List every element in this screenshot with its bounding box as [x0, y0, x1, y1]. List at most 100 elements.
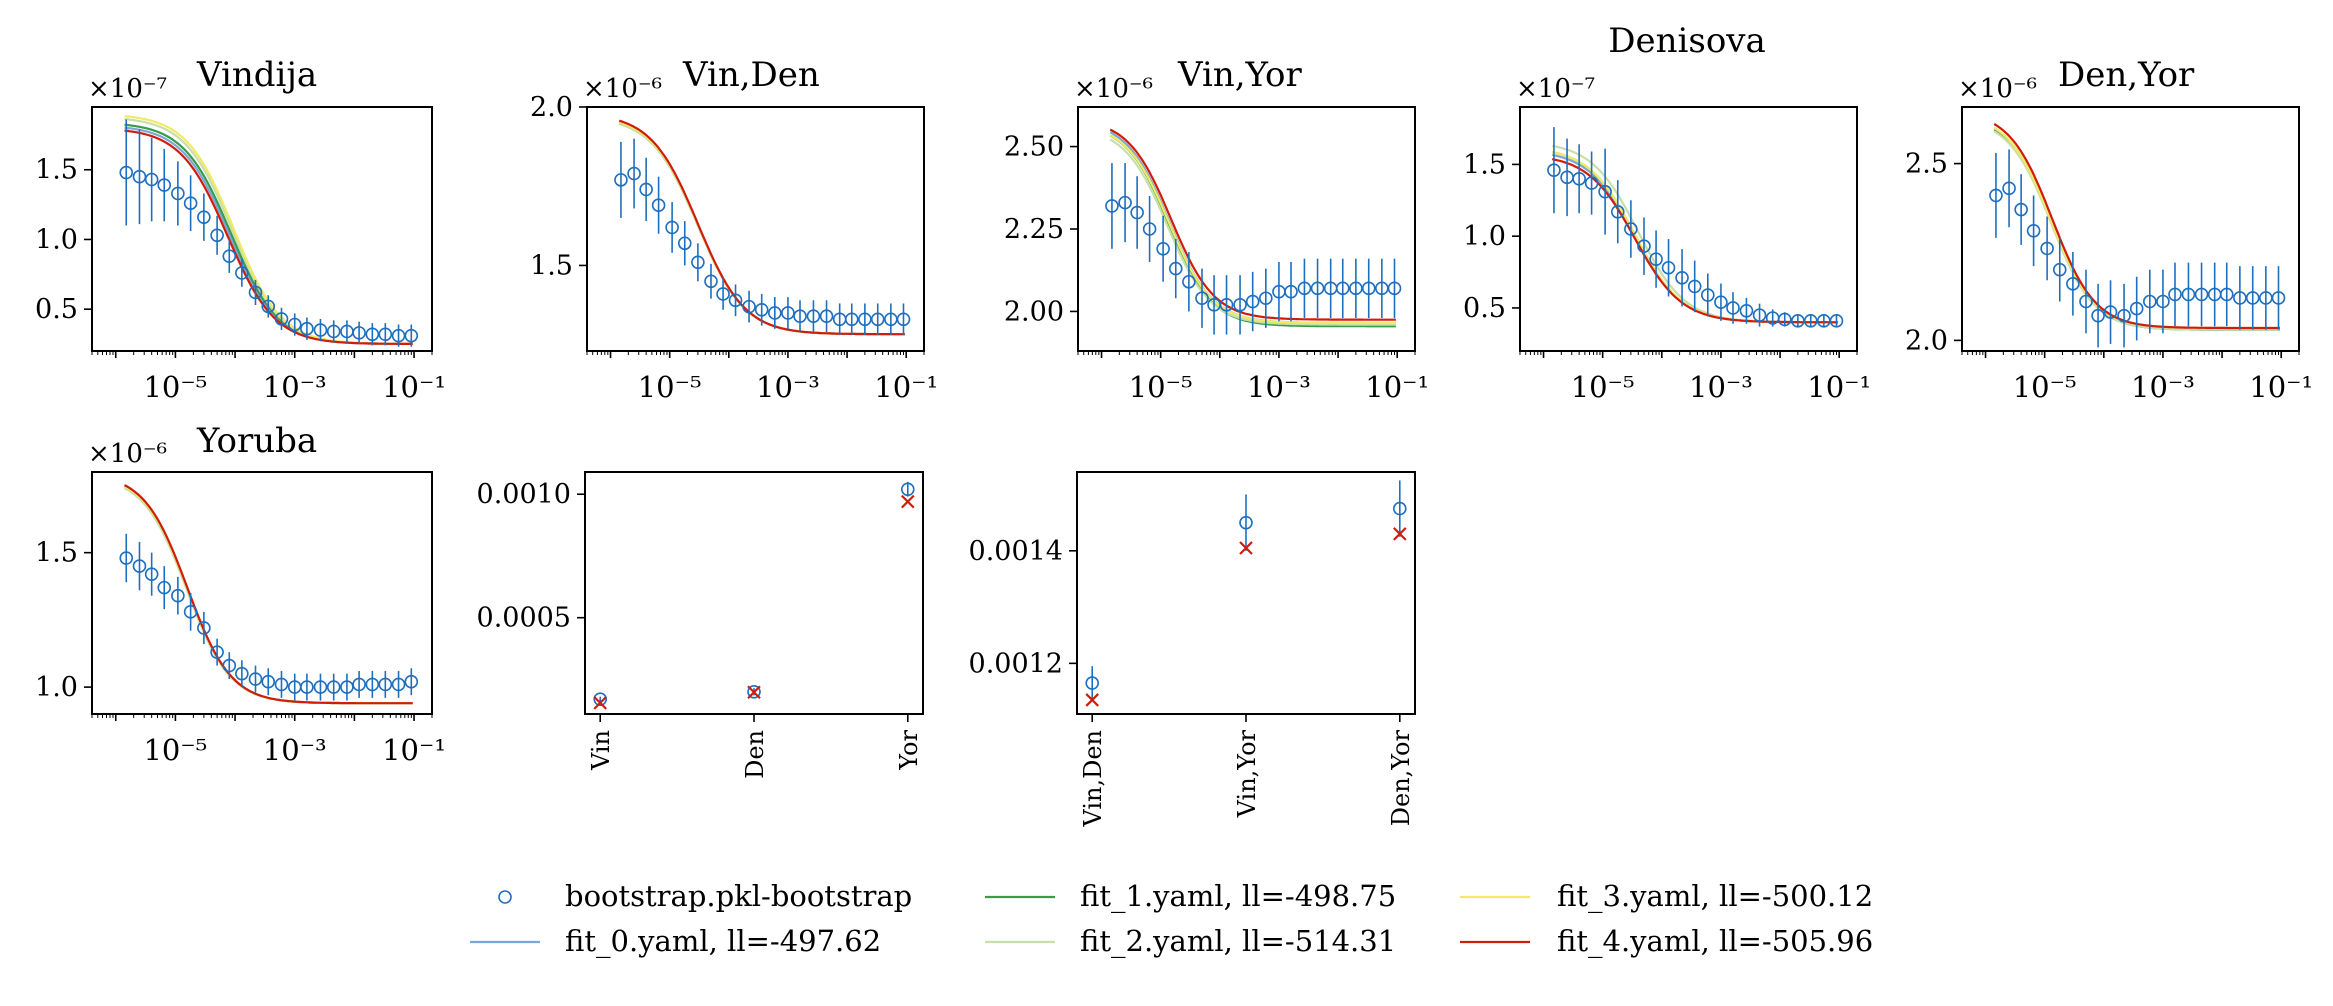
data-point — [2156, 294, 2170, 309]
data-point — [1726, 301, 1740, 315]
data-point — [614, 173, 628, 187]
plot-area — [593, 481, 915, 710]
data-point — [326, 680, 341, 694]
plot-area — [119, 484, 419, 705]
subplot-title: Den,Yor — [2058, 55, 2195, 95]
data-point — [870, 312, 885, 327]
data-point — [1739, 304, 1754, 318]
x-tick-label: 10⁻¹ — [1807, 370, 1871, 404]
data-point — [248, 285, 263, 300]
axes-frame — [586, 106, 925, 352]
data-point — [1195, 291, 1209, 306]
data-point — [1637, 239, 1651, 254]
data-point — [677, 236, 692, 251]
legend-item: fit_3.yaml, ll=-500.12 — [1460, 879, 1873, 914]
data-point — [2002, 181, 2016, 196]
x-tick-label: 10⁻³ — [2131, 370, 2195, 404]
y-tick-label: 1.0 — [35, 224, 78, 255]
data-point — [2052, 262, 2067, 277]
data-point — [1085, 676, 1100, 690]
subplot-title: Vindija — [196, 55, 317, 95]
data-point — [1297, 281, 1312, 296]
data-point — [1791, 314, 1805, 328]
data-point — [1598, 184, 1612, 199]
subplot-4: 0.5 1.0 1.5 10⁻⁵ 10⁻³ 10⁻¹ ×10⁻⁷ Denisova — [1463, 21, 1871, 404]
scale-factor-label: ×10⁻⁷ — [88, 74, 167, 104]
data-point — [391, 677, 406, 692]
data-point — [1219, 298, 1234, 312]
data-point — [300, 680, 314, 694]
legend: bootstrap.pkl-bootstrap fit_0.yaml, ll=-4… — [470, 879, 1873, 959]
data-point — [819, 309, 834, 323]
axes-frame — [91, 471, 433, 715]
data-point — [222, 249, 237, 263]
data-point — [171, 588, 185, 603]
data-point — [1142, 222, 1157, 236]
scale-factor-label: ×10⁻⁷ — [1516, 74, 1595, 104]
y-tick-label: 2.25 — [1004, 214, 1064, 245]
y-tick-label: 0.0014 — [969, 536, 1063, 567]
plot-area — [119, 115, 419, 347]
data-point — [287, 317, 302, 332]
data-point — [1610, 204, 1625, 219]
data-point — [2245, 291, 2260, 305]
data-point — [1624, 222, 1638, 236]
subplot-title: Yoruba — [196, 421, 317, 461]
data-point — [639, 182, 653, 197]
data-point — [1661, 260, 1676, 275]
axes-frame — [1961, 106, 2300, 352]
x-tick-label: 10⁻¹ — [382, 733, 446, 767]
data-point — [261, 674, 276, 689]
y-tick-label: 2.00 — [1004, 296, 1064, 327]
data-point — [1245, 294, 1260, 309]
data-point — [2079, 294, 2093, 309]
data-point — [2271, 291, 2286, 305]
data-point — [665, 220, 679, 235]
data-point — [1105, 199, 1119, 213]
data-point — [1701, 288, 1715, 302]
data-point — [235, 266, 249, 280]
data-point — [2168, 287, 2182, 302]
data-point — [1239, 515, 1253, 530]
data-point — [197, 210, 211, 224]
data-point — [2129, 301, 2144, 316]
data-point — [768, 306, 782, 320]
data-point — [2181, 287, 2196, 302]
legend-item: fit_4.yaml, ll=-505.96 — [1460, 924, 1873, 959]
data-point — [896, 312, 911, 327]
x-category-label: Den,Yor — [1387, 729, 1415, 826]
data-point — [627, 166, 641, 181]
data-point — [326, 324, 341, 339]
data-point — [183, 196, 198, 211]
x-tick-label: 10⁻⁵ — [1571, 370, 1635, 404]
data-point — [300, 321, 314, 336]
data-point — [1777, 312, 1792, 327]
data-point — [378, 677, 393, 692]
data-point — [716, 287, 730, 301]
legend-item: fit_1.yaml, ll=-498.75 — [985, 879, 1396, 914]
data-point — [157, 580, 172, 595]
data-point — [119, 165, 134, 180]
data-point — [1259, 291, 1273, 306]
data-point — [2040, 241, 2054, 256]
legend-label: fit_2.yaml, ll=-514.31 — [1080, 924, 1396, 959]
fit-cross — [1393, 527, 1407, 541]
data-point — [274, 677, 289, 692]
subplot-8: 0.0012 0.0014 Vin,Den Vin,Yor Den,Yor — [969, 471, 1416, 828]
x-tick-label: 10⁻¹ — [1365, 370, 1429, 404]
data-point — [1989, 188, 2003, 203]
legend-item: fit_2.yaml, ll=-514.31 — [985, 924, 1396, 959]
data-point — [2143, 294, 2157, 309]
data-point — [171, 186, 185, 201]
subplot-3: 2.00 2.25 2.50 10⁻⁵ 10⁻³ 10⁻¹ ×10⁻⁶ Vin,Yor — [1004, 55, 1429, 404]
subplot-6: 1.0 1.5 10⁻⁵ 10⁻³ 10⁻¹ ×10⁻⁶ Yoruba — [35, 421, 446, 767]
legend-label: fit_0.yaml, ll=-497.62 — [565, 924, 881, 959]
data-point — [1392, 501, 1407, 516]
data-point — [1349, 281, 1363, 296]
data-point — [197, 621, 211, 635]
data-point — [651, 198, 666, 213]
data-point — [1572, 171, 1586, 186]
data-point — [1752, 308, 1767, 322]
data-point — [222, 658, 237, 673]
